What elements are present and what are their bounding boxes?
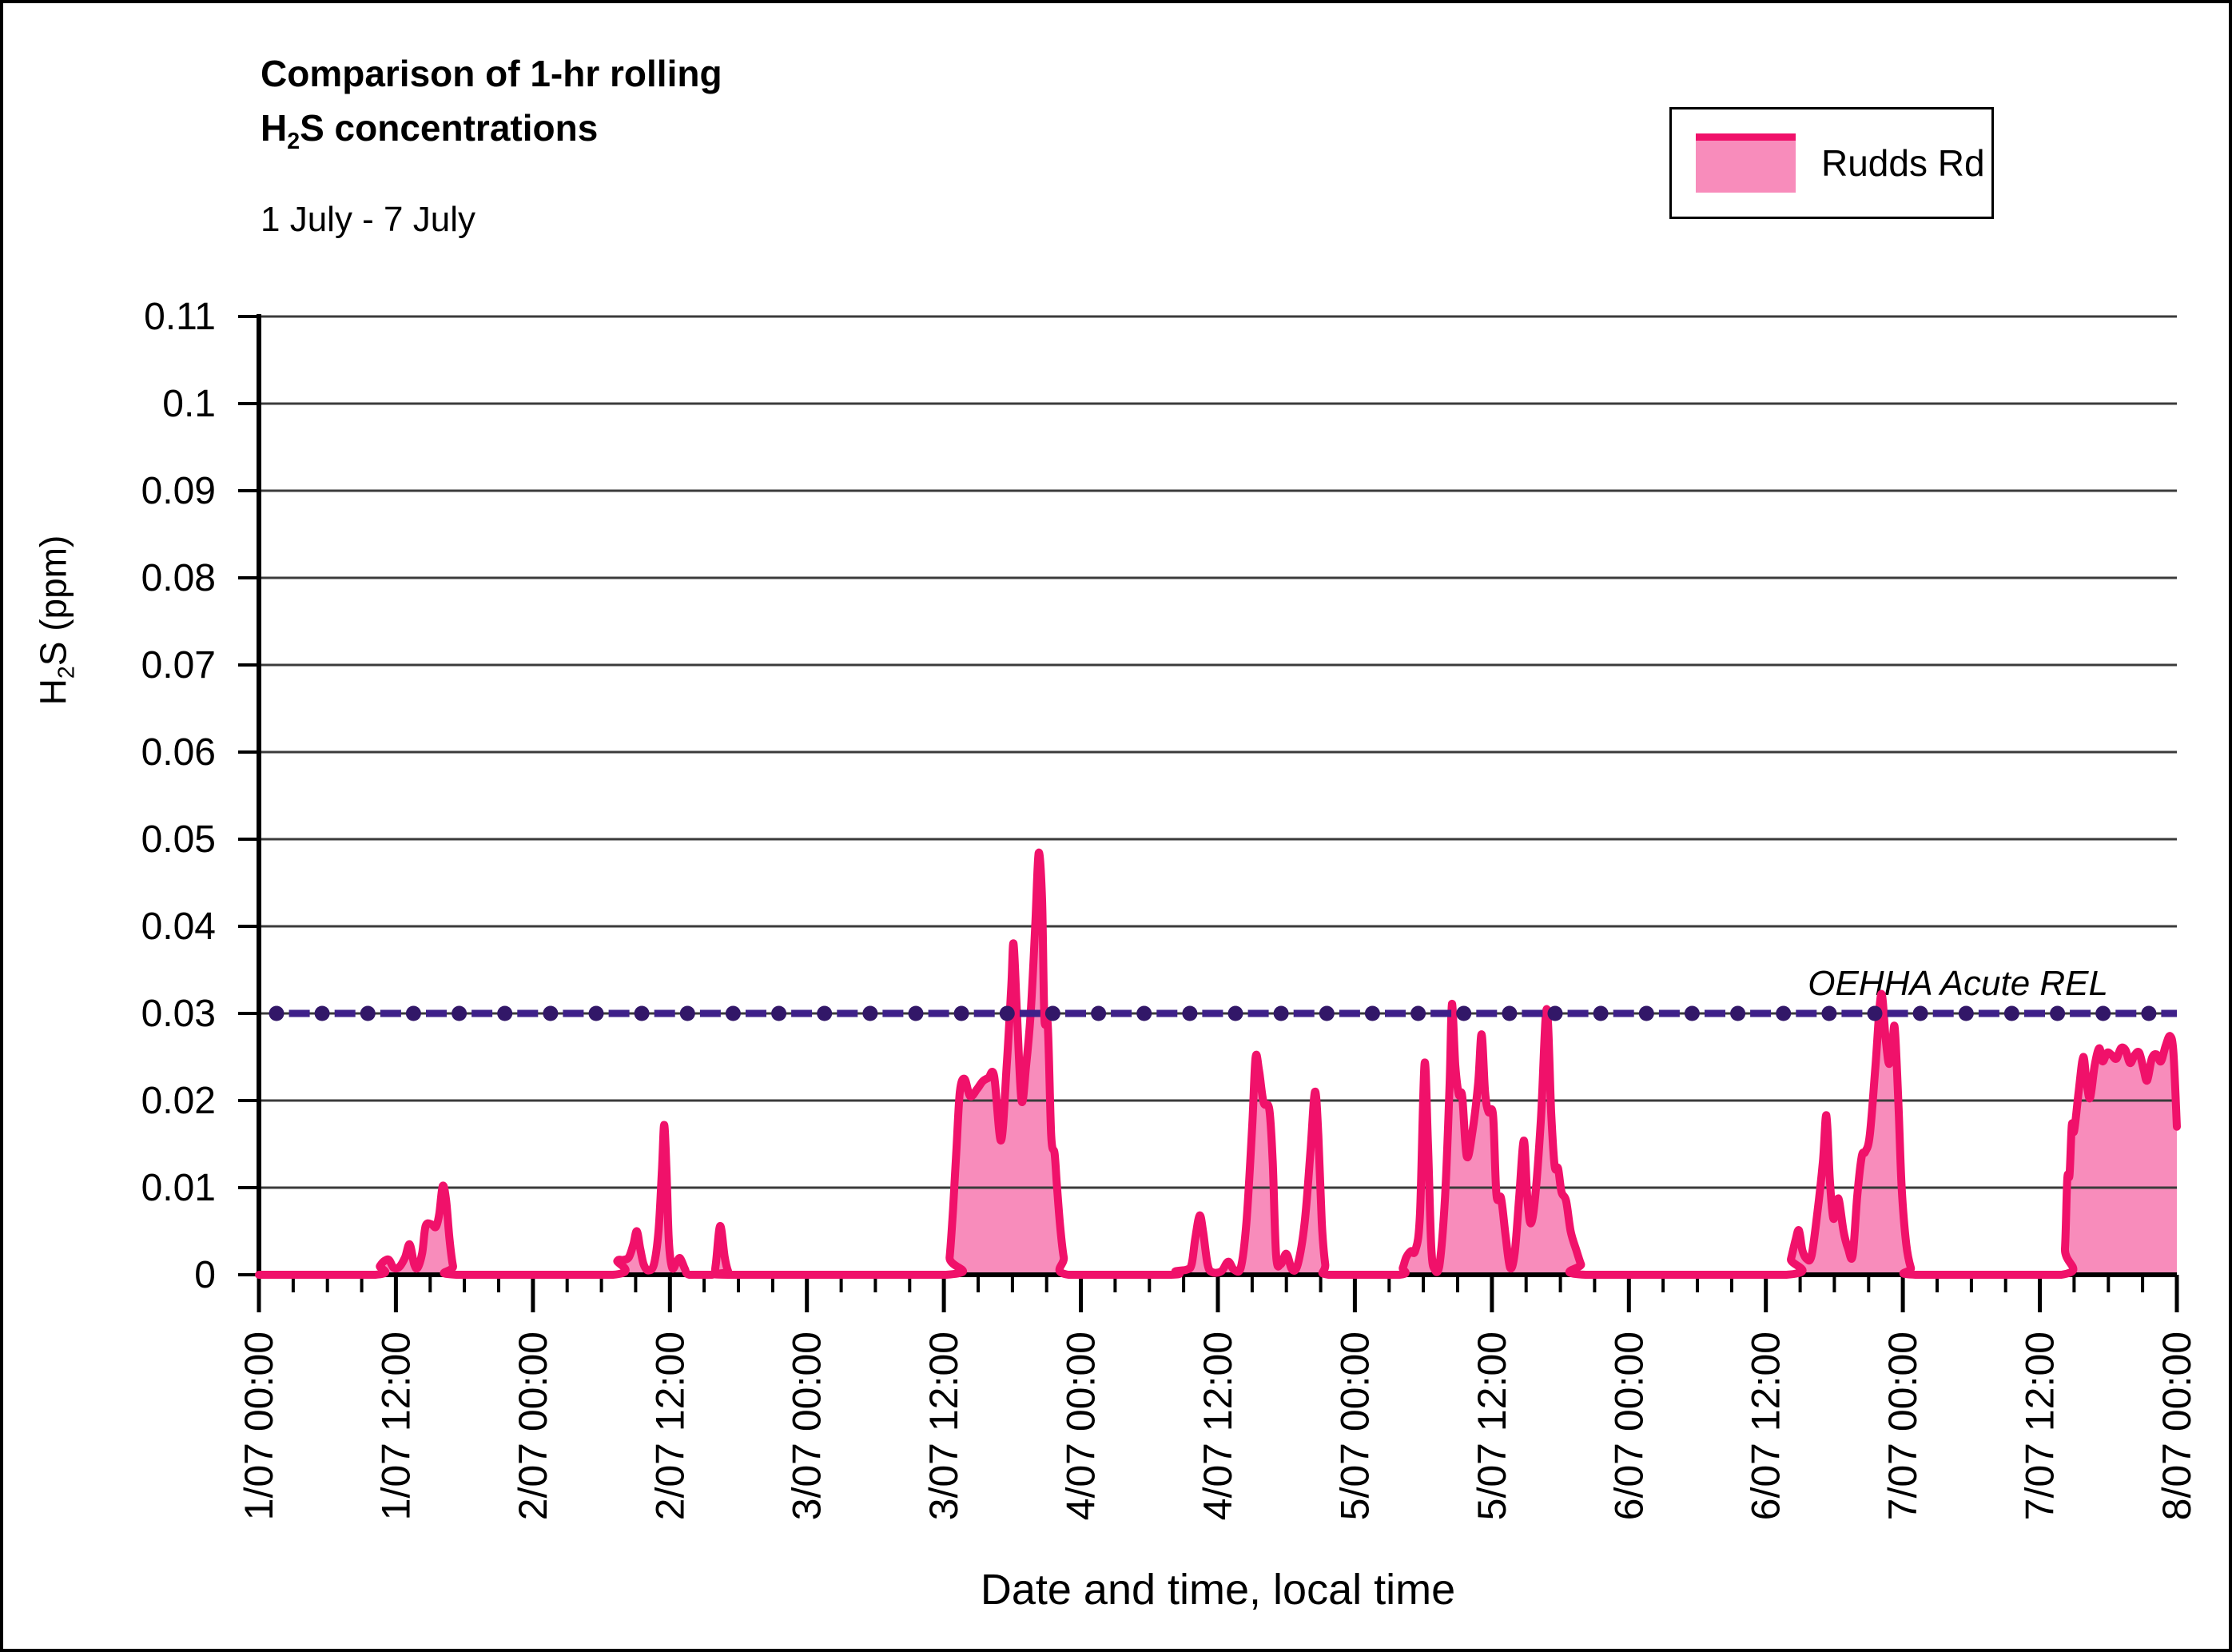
rel-marker-dot xyxy=(1044,1005,1060,1021)
rel-marker-dot xyxy=(1730,1005,1746,1021)
rel-marker-dot xyxy=(497,1005,513,1021)
rel-marker-dot xyxy=(2050,1005,2066,1021)
y-tick-label: 0.1 xyxy=(162,383,216,425)
rel-marker-dot xyxy=(1091,1005,1107,1021)
x-tick-label: 1/07 12:00 xyxy=(373,1332,418,1520)
x-tick-label: 3/07 00:00 xyxy=(785,1332,830,1520)
rel-marker-dot xyxy=(405,1005,421,1021)
rel-marker-dot xyxy=(1958,1005,1974,1021)
legend-area-swatch-icon xyxy=(1696,133,1796,193)
rel-marker-dot xyxy=(2095,1005,2111,1021)
x-axis-title: Date and time, local time xyxy=(980,1566,1456,1614)
rel-marker-dot xyxy=(360,1005,376,1021)
x-tick-label: 2/07 12:00 xyxy=(647,1332,692,1520)
rel-marker-dot xyxy=(1638,1005,1654,1021)
rel-marker-dot xyxy=(1593,1005,1609,1021)
y-tick-label: 0.11 xyxy=(144,296,216,338)
rel-marker-dot xyxy=(1273,1005,1289,1021)
rel-marker-dot xyxy=(2003,1005,2019,1021)
rel-marker-dot xyxy=(1410,1005,1426,1021)
rel-marker-dot xyxy=(1227,1005,1243,1021)
x-tick-label: 1/07 00:00 xyxy=(237,1332,281,1520)
rel-marker-dot xyxy=(452,1005,467,1021)
rel-marker-dot xyxy=(543,1005,559,1021)
x-tick-label: 7/07 12:00 xyxy=(2018,1332,2063,1520)
rel-marker-dot xyxy=(588,1005,604,1021)
rel-reference-label: OEHHA Acute REL xyxy=(1808,964,2108,1003)
rel-marker-dot xyxy=(1502,1005,1518,1021)
rudds-rd-line xyxy=(255,848,2181,1280)
chart-title-line2: H2S concentrations xyxy=(261,107,599,155)
rel-marker-dot xyxy=(1364,1005,1380,1021)
rel-marker-dot xyxy=(908,1005,924,1021)
subscript-2: 2 xyxy=(287,129,300,155)
rel-marker-dot xyxy=(953,1005,969,1021)
y-tick-label: 0.04 xyxy=(141,906,216,948)
x-tick-label: 5/07 00:00 xyxy=(1332,1332,1377,1520)
rel-marker-dot xyxy=(817,1005,833,1021)
x-tick-label: 4/07 00:00 xyxy=(1059,1332,1104,1520)
rel-marker-dot xyxy=(1319,1005,1335,1021)
rel-marker-dot xyxy=(1136,1005,1152,1021)
rel-marker-dot xyxy=(1821,1005,1837,1021)
x-tick-label: 8/07 00:00 xyxy=(2154,1332,2199,1520)
y-tick-label: 0.06 xyxy=(141,731,216,774)
rel-marker-dot xyxy=(999,1005,1015,1021)
y-tick-label: 0.07 xyxy=(141,644,216,687)
rel-marker-dot xyxy=(725,1005,741,1021)
legend: Rudds Rd xyxy=(1669,107,1994,219)
y-tick-label: 0.05 xyxy=(141,818,216,861)
rel-marker-dot xyxy=(1684,1005,1700,1021)
y-tick-label: 0.02 xyxy=(141,1080,216,1122)
rel-marker-dot xyxy=(679,1005,695,1021)
rel-marker-dot xyxy=(1776,1005,1792,1021)
x-tick-label: 5/07 12:00 xyxy=(1470,1332,1514,1520)
rel-marker-dot xyxy=(1547,1005,1563,1021)
chart-title-block: Comparison of 1-hr rolling H2S concentra… xyxy=(261,46,722,239)
rel-marker-dot xyxy=(634,1005,650,1021)
chart-title-line1: Comparison of 1-hr rolling xyxy=(261,53,722,94)
rel-marker-dot xyxy=(771,1005,787,1021)
rel-marker-dot xyxy=(2141,1005,2157,1021)
legend-label: Rudds Rd xyxy=(1821,142,1985,184)
y-tick-label: 0.08 xyxy=(141,557,216,599)
y-tick-label: 0.09 xyxy=(141,470,216,512)
y-tick-label: 0 xyxy=(194,1254,216,1296)
x-tick-label: 6/07 00:00 xyxy=(1606,1332,1651,1520)
rel-marker-dot xyxy=(1182,1005,1198,1021)
x-tick-label: 2/07 00:00 xyxy=(511,1332,555,1520)
x-tick-label: 7/07 00:00 xyxy=(1880,1332,1925,1520)
x-tick-label: 4/07 12:00 xyxy=(1196,1332,1240,1520)
rel-marker-dot xyxy=(1912,1005,1928,1021)
rel-marker-dot xyxy=(1867,1005,1883,1021)
y-tick-label: 0.03 xyxy=(141,993,216,1035)
chart-plot-area: 0 0.01 0.02 0.03 0.04 0.05 0.06 0.07 0.08 0.09 0.1… xyxy=(141,296,2199,1520)
y-tick-label: 0.01 xyxy=(141,1167,216,1209)
rel-marker-dot xyxy=(314,1005,330,1021)
chart-subtitle: 1 July - 7 July xyxy=(261,200,475,240)
rel-marker-dot xyxy=(862,1005,878,1021)
rel-marker-dot xyxy=(1456,1005,1472,1021)
x-tick-label: 3/07 12:00 xyxy=(921,1332,966,1520)
rel-marker-dot xyxy=(269,1005,284,1021)
x-tick-label: 6/07 12:00 xyxy=(1744,1332,1788,1520)
